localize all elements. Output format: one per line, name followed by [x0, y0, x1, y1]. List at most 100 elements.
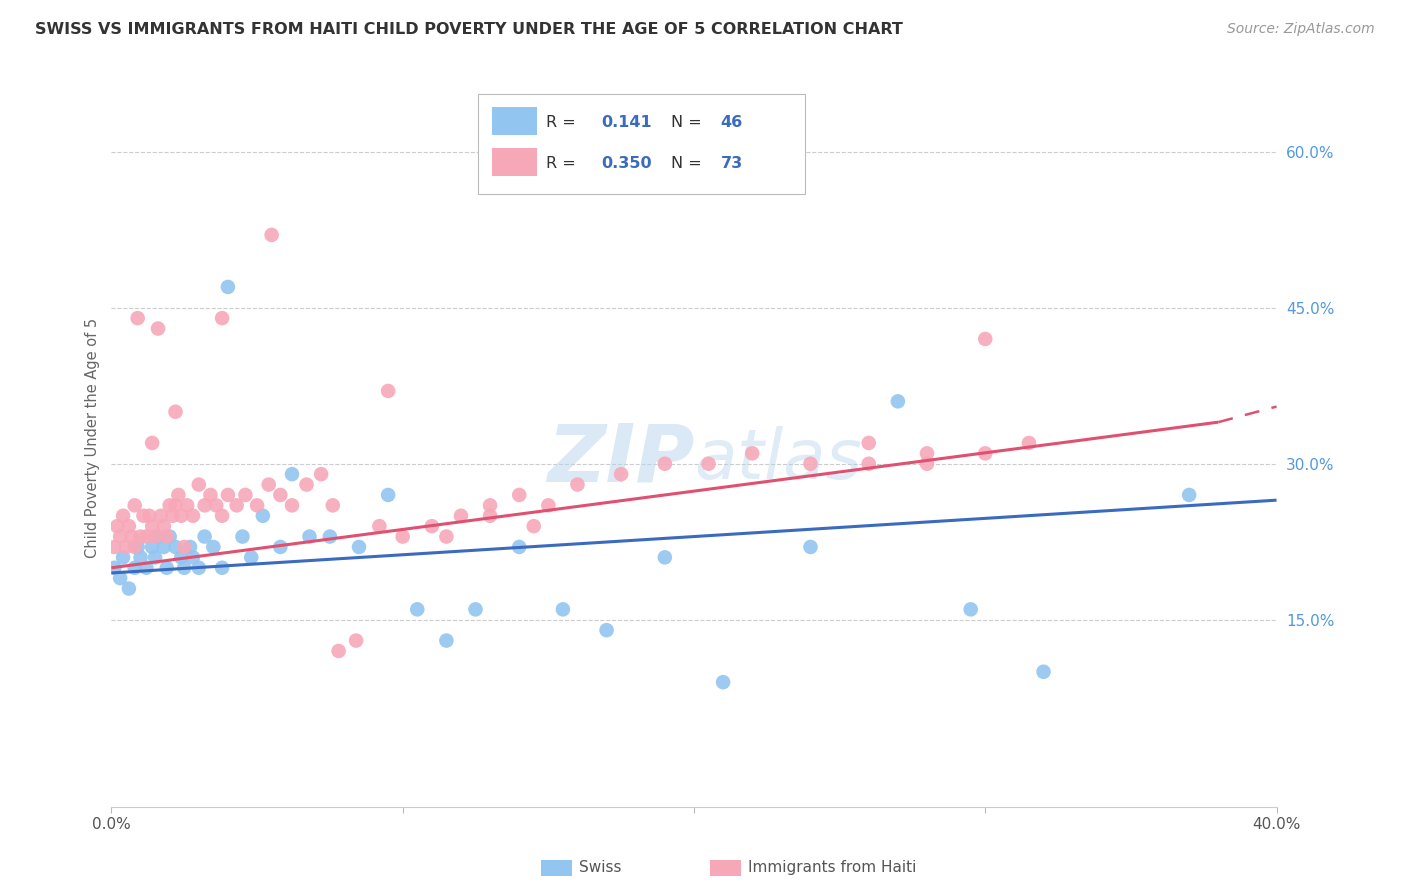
Point [153, 519, 176, 533]
Point [143, 550, 166, 565]
Point [141, 436, 163, 450]
Point [406, 602, 429, 616]
Point [654, 457, 676, 471]
Point [269, 540, 291, 554]
Point [165, 405, 187, 419]
FancyBboxPatch shape [492, 107, 537, 135]
Point [159, 530, 181, 544]
FancyBboxPatch shape [492, 147, 537, 176]
Point [217, 488, 239, 502]
Point [103, 561, 125, 575]
Point [328, 644, 350, 658]
Point [132, 508, 155, 523]
Point [108, 571, 131, 585]
Point [217, 280, 239, 294]
Point [108, 530, 131, 544]
Point [181, 550, 204, 565]
Point [915, 446, 938, 460]
Point [959, 602, 981, 616]
Point [252, 508, 274, 523]
Point [165, 499, 187, 513]
Point [858, 457, 880, 471]
Point [508, 488, 530, 502]
Point [173, 540, 195, 554]
Point [711, 675, 734, 690]
Point [281, 499, 304, 513]
Point [654, 550, 676, 565]
Point [159, 499, 181, 513]
Point [281, 467, 304, 482]
Point [974, 332, 997, 346]
Point [112, 508, 135, 523]
Point [610, 467, 633, 482]
Point [143, 530, 166, 544]
Point [211, 561, 233, 575]
Point [377, 488, 399, 502]
Point [112, 550, 135, 565]
Point [211, 311, 233, 326]
Text: R =: R = [546, 115, 581, 130]
Point [1178, 488, 1201, 502]
Point [434, 633, 457, 648]
Text: ZIP: ZIP [547, 421, 695, 499]
Point [179, 540, 201, 554]
Point [235, 488, 257, 502]
Point [105, 519, 128, 533]
Text: atlas: atlas [695, 426, 862, 493]
Point [194, 530, 217, 544]
Point [146, 530, 169, 544]
Point [974, 446, 997, 460]
Point [205, 499, 228, 513]
Point [149, 508, 172, 523]
Point [450, 508, 472, 523]
Point [170, 550, 193, 565]
Point [118, 519, 141, 533]
Point [377, 384, 399, 398]
Point [135, 530, 157, 544]
Point [887, 394, 910, 409]
Point [115, 540, 138, 554]
Point [124, 499, 146, 513]
Point [141, 519, 163, 533]
Point [129, 530, 152, 544]
Point [240, 550, 263, 565]
Point [165, 540, 187, 554]
Text: 0.350: 0.350 [600, 155, 651, 170]
Text: N =: N = [671, 115, 707, 130]
Point [176, 499, 198, 513]
Point [551, 602, 574, 616]
Point [200, 488, 222, 502]
Point [479, 499, 502, 513]
Text: SWISS VS IMMIGRANTS FROM HAITI CHILD POVERTY UNDER THE AGE OF 5 CORRELATION CHAR: SWISS VS IMMIGRANTS FROM HAITI CHILD POV… [35, 22, 903, 37]
Text: 0.141: 0.141 [600, 115, 651, 130]
Point [344, 633, 367, 648]
Point [141, 540, 163, 554]
Point [225, 499, 247, 513]
Point [391, 530, 413, 544]
Point [124, 561, 146, 575]
Text: Immigrants from Haiti: Immigrants from Haiti [748, 861, 917, 875]
Point [181, 508, 204, 523]
Point [347, 540, 370, 554]
Point [138, 508, 160, 523]
Point [464, 602, 486, 616]
Text: 73: 73 [721, 155, 742, 170]
Point [298, 530, 321, 544]
Point [162, 508, 184, 523]
Point [156, 530, 179, 544]
Point [508, 540, 530, 554]
Point [420, 519, 443, 533]
Y-axis label: Child Poverty Under the Age of 5: Child Poverty Under the Age of 5 [86, 318, 100, 558]
Point [523, 519, 546, 533]
Point [187, 477, 209, 491]
Point [368, 519, 391, 533]
Text: R =: R = [546, 155, 581, 170]
Point [1018, 436, 1040, 450]
Point [231, 530, 253, 544]
Point [434, 530, 457, 544]
Point [858, 436, 880, 450]
Text: N =: N = [671, 155, 707, 170]
Point [799, 457, 821, 471]
Point [741, 446, 763, 460]
Point [187, 561, 209, 575]
